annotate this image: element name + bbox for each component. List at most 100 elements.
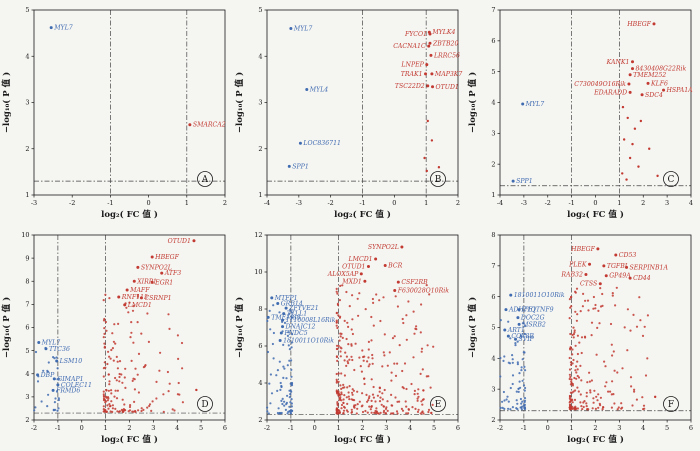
gene-label: KANK1: [606, 59, 630, 66]
gene-label: SYNPO2L: [368, 244, 399, 251]
gene-label: ADHFE1: [508, 307, 537, 314]
x-tick-label: -3: [31, 199, 37, 207]
gene-label: BCR: [387, 263, 402, 270]
x-tick-label: 0: [593, 199, 597, 207]
x-tick-label: -1: [521, 424, 527, 432]
y-tick-label: 8: [491, 231, 495, 239]
y-tick-label: 4: [25, 370, 29, 378]
gene-label: HBEGF: [570, 246, 595, 253]
y-tick-label: 5: [258, 6, 262, 14]
gene-label: COX8B: [511, 333, 534, 340]
gene-label: C1QTNF9: [522, 307, 554, 314]
gene-point: [139, 296, 143, 300]
x-tick-label: -4: [497, 199, 503, 207]
x-tick-label: 4: [175, 424, 179, 432]
x-tick-label: 5: [199, 424, 203, 432]
x-tick-label: 2: [223, 199, 227, 207]
y-tick-label: 5: [491, 324, 495, 332]
gene-label: MTFP1: [274, 295, 298, 302]
gene-point: [517, 322, 521, 326]
x-tick-label: 0: [392, 199, 396, 207]
gene-label: CD53: [619, 252, 637, 259]
panel-letter-badge: [197, 171, 213, 187]
y-tick-label: 8: [25, 277, 29, 285]
gene-label: MXD1: [341, 278, 362, 285]
x-tick-label: 6: [689, 424, 693, 432]
gene-point: [188, 123, 192, 127]
gene-point: [503, 328, 507, 332]
y-tick-label: 2: [258, 416, 262, 424]
gene-point: [281, 325, 285, 329]
gene-point: [400, 245, 404, 249]
gene-label: CSRNP1: [144, 295, 171, 302]
x-tick-label: -2: [31, 424, 37, 432]
gene-label: SPP1: [292, 163, 309, 170]
gene-point: [44, 347, 48, 351]
gene-point: [125, 288, 129, 292]
panel-letter-badge: [663, 171, 679, 187]
y-tick-label: 5: [25, 347, 29, 355]
gene-point: [640, 93, 644, 97]
gene-label: SYNPO2L: [141, 264, 172, 271]
y-tick-label: 1: [258, 191, 262, 199]
gene-point: [276, 301, 280, 305]
x-axis-label: log₂( FC 值 ): [101, 434, 158, 445]
gene-label: C730049O16Rik: [574, 81, 626, 88]
volcano-panel-a: -3 -2 -1 0 1 2 1 2 3 4 5 log₂( FC 值 ) −log₁₀( P 值 ) M…: [0, 0, 233, 225]
gene-label: SDC4: [645, 92, 663, 99]
gene-label: GRB14: [281, 300, 303, 307]
gene-label: EGR1: [154, 279, 173, 286]
y-axis-label: −log₁₀( P 值 ): [467, 297, 478, 358]
gene-point: [55, 359, 59, 363]
gene-label: TGFBI: [607, 263, 628, 270]
x-tick-label: 2: [641, 199, 645, 207]
gene-point: [511, 179, 515, 183]
gene-point: [393, 289, 397, 292]
gene-label: OTUD1: [342, 263, 365, 270]
gene-label: DOC2G: [520, 315, 545, 322]
background-points: [499, 286, 657, 411]
gene-label: 1810011O10Rik: [514, 292, 565, 299]
gene-point: [427, 30, 431, 34]
panel-letter: A: [201, 175, 209, 185]
gene-point: [279, 331, 283, 335]
gene-point: [123, 303, 127, 307]
y-tick-label: 4: [258, 379, 262, 387]
x-tick-label: 4: [641, 424, 645, 432]
y-tick-label: 8: [258, 305, 262, 313]
volcano-plot-a: -3 -2 -1 0 1 2 1 2 3 4 5 log₂( FC 值 ) −log₁₀( P 值 ) M…: [1, 6, 227, 220]
x-tick-label: 0: [80, 424, 84, 432]
gene-label: F630028O10Rik: [397, 288, 449, 295]
gene-point: [516, 316, 520, 320]
gene-point: [625, 265, 629, 269]
gene-point: [514, 337, 518, 341]
gene-point: [289, 27, 293, 30]
panel-letter: E: [435, 400, 442, 410]
gene-point: [506, 334, 510, 338]
y-axis-label: −log₁₀( P 值 ): [234, 297, 245, 358]
y-tick-label: 10: [254, 268, 262, 276]
gene-label: TTC36: [49, 346, 70, 353]
y-tick-label: 2: [491, 160, 495, 168]
gene-point: [56, 383, 60, 387]
x-tick-label: 1: [337, 424, 341, 432]
gene-label: MYLK4: [431, 29, 455, 36]
gene-label: TSC22D2: [395, 83, 425, 90]
x-tick-label: 0: [546, 424, 550, 432]
x-tick-label: -1: [107, 199, 113, 207]
gene-point: [150, 280, 154, 284]
gene-label: MYL7: [293, 26, 313, 33]
gene-label: MSRB2: [521, 321, 546, 328]
gene-point: [426, 84, 430, 88]
plot-frame: [33, 9, 226, 196]
y-tick-label: 1: [491, 191, 495, 199]
x-tick-label: 0: [147, 199, 151, 207]
gene-label: GP49A: [609, 273, 631, 280]
gene-label: TRAK1: [401, 71, 423, 78]
labeled-genes: MYL7 SMARCA2: [49, 25, 226, 129]
gene-label: 1810011O10Rik: [283, 337, 334, 344]
y-tick-label: 7: [491, 6, 495, 14]
gene-point: [628, 276, 632, 280]
gene-point: [504, 308, 508, 312]
y-tick-label: 12: [254, 231, 262, 239]
